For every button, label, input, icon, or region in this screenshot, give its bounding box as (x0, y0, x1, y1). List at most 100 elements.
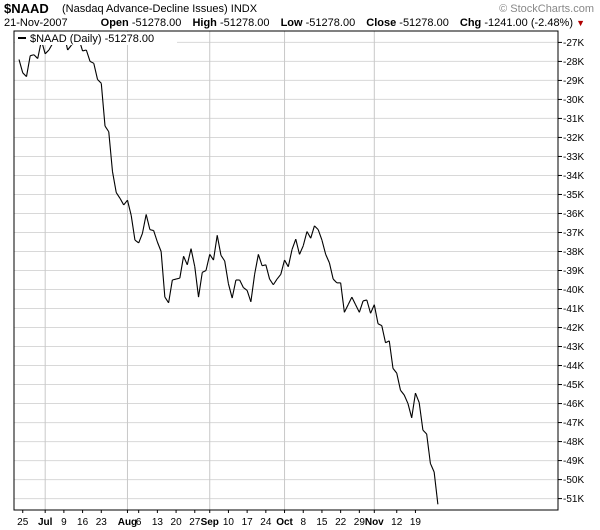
y-tick-label: -38K (563, 247, 584, 258)
series-line-segment (231, 279, 237, 299)
symbol-description: (Nasdaq Advance-Decline Issues) INDX (62, 3, 257, 15)
series-line-segment (287, 249, 293, 267)
open-value: -51278.00 (131, 17, 182, 29)
series-line-segment (33, 54, 39, 59)
series-line-segment (160, 251, 166, 298)
series-line-segment (156, 241, 162, 252)
series-line-segment (138, 233, 143, 244)
y-tick-label: -46K (563, 399, 584, 410)
series-line-segment (93, 63, 99, 80)
series-line-segment (250, 274, 256, 302)
y-tick-label: -33K (563, 152, 584, 163)
low-value: -51278.00 (305, 17, 356, 29)
series-line-segment (108, 131, 114, 172)
series-line-segment (141, 214, 147, 234)
series-line-segment (328, 262, 334, 280)
series-line-segment (243, 287, 248, 291)
series-line-segment (209, 254, 214, 261)
series-line-segment (355, 304, 360, 313)
line-layer (18, 32, 439, 505)
series-line-segment (396, 373, 402, 391)
x-tick-label: 12 (391, 517, 403, 528)
x-tick-label: 25 (17, 517, 29, 528)
y-tick-label: -40K (563, 285, 584, 296)
x-tick-label: Sep (201, 517, 219, 528)
x-tick-label: 22 (335, 517, 347, 528)
x-tick-label: 16 (77, 517, 89, 528)
description-text: (Nasdaq Advance-Decline Issues) (62, 3, 228, 15)
series-line-segment (377, 323, 383, 327)
series-line-segment (385, 340, 390, 344)
low-label: Low (280, 17, 303, 29)
series-line-segment (314, 225, 319, 231)
x-tick-label: 8 (300, 517, 306, 528)
series-line-segment (302, 231, 308, 246)
series-line-segment (82, 49, 87, 52)
x-tick-label: 29 (354, 517, 366, 528)
y-tick-label: -28K (563, 57, 584, 68)
y-tick-label: -32K (563, 133, 584, 144)
series-line-segment (104, 125, 110, 133)
y-axis-ticks: -27K -28K -29K -30K -31K -32K -33K -34K -35K -36K… (558, 38, 584, 505)
series-line-segment (403, 394, 409, 404)
series-line-segment (269, 278, 274, 286)
x-tick-label: Aug (118, 517, 137, 528)
series-line-segment (172, 278, 177, 281)
series-line-segment (22, 72, 27, 78)
series-line-segment (126, 200, 132, 216)
series-line-segment (216, 235, 222, 256)
series-line-segment (306, 231, 312, 239)
series-line-segment (115, 192, 121, 199)
high-value: -51278.00 (219, 17, 270, 29)
y-tick-label: -49K (563, 456, 584, 467)
series-line-segment (224, 260, 229, 284)
series-line-segment (168, 279, 173, 303)
series-line-segment (220, 254, 226, 262)
y-tick-label: -35K (563, 190, 584, 201)
series-line-segment (340, 282, 345, 313)
series-line-segment (426, 433, 431, 464)
x-tick-label: 6 (136, 517, 142, 528)
series-line-segment (400, 389, 405, 396)
y-tick-label: -48K (563, 437, 584, 448)
series-line-segment (358, 300, 364, 313)
series-line-segment (366, 299, 372, 314)
series-line-segment (422, 429, 428, 435)
y-tick-label: -42K (563, 323, 584, 334)
series-line-segment (276, 273, 282, 280)
series-line-segment (119, 198, 125, 206)
x-tick-label: 13 (152, 517, 164, 528)
series-line-segment (310, 225, 315, 239)
series-line-segment (246, 290, 252, 303)
quote-date: 21-Nov-2007 (4, 17, 68, 29)
series-line-segment (134, 239, 140, 244)
legend-text: $NAAD (Daily) -51278.00 (30, 33, 154, 45)
series-line-segment (414, 392, 420, 403)
series-line-segment (205, 254, 211, 271)
series-line-segment (179, 256, 185, 279)
x-tick-label: 17 (242, 517, 254, 528)
series-line-segment (392, 368, 398, 374)
series-line-segment (373, 304, 379, 324)
series-line-segment (261, 264, 266, 267)
y-tick-label: -45K (563, 380, 584, 391)
series-line-segment (44, 49, 50, 55)
chg-value: -1241.00 (-2.48%) (484, 17, 574, 29)
y-tick-label: -36K (563, 209, 584, 220)
x-tick-label: 10 (223, 517, 235, 528)
series-line-segment (89, 60, 95, 64)
down-arrow-icon: ▼ (576, 18, 585, 28)
series-line-segment (317, 229, 323, 241)
quote-line: 21-Nov-2007 Open -51278.00 High -51278.0… (4, 17, 585, 29)
series-line-segment (347, 296, 353, 305)
series-line-segment (197, 272, 203, 298)
series-line-segment (97, 79, 102, 84)
series-line-segment (325, 254, 330, 264)
series-line-segment (272, 278, 278, 286)
series-line-segment (351, 296, 357, 305)
y-tick-label: -43K (563, 342, 584, 353)
series-line-segment (411, 393, 416, 418)
series-line-segment (370, 304, 375, 314)
series-line-segment (381, 325, 387, 343)
